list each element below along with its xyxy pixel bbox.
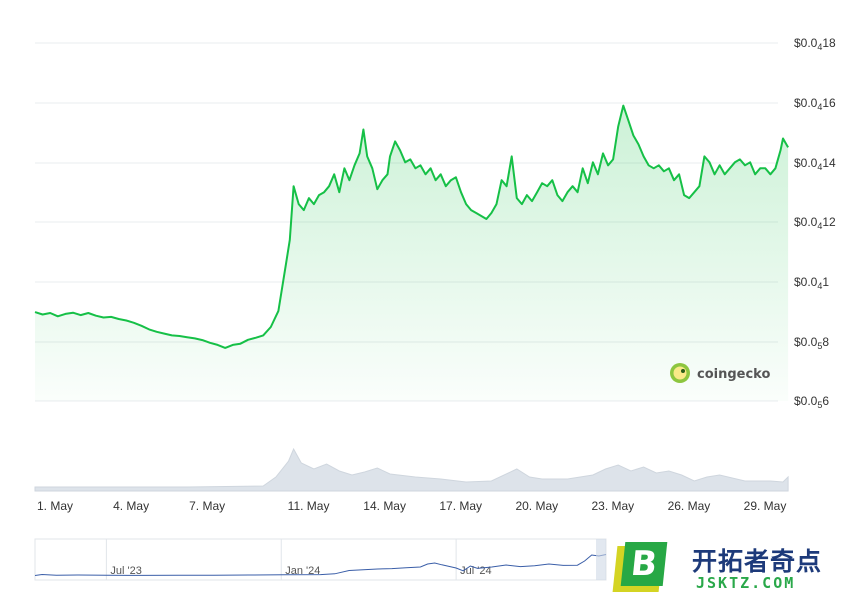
navigator-tick-label: Jan '24 bbox=[285, 565, 320, 577]
gecko-logo-icon-eye bbox=[681, 369, 685, 373]
x-tick-label: 29. May bbox=[744, 499, 787, 513]
site-logo-letter: B bbox=[620, 542, 668, 586]
x-tick-label: 11. May bbox=[288, 499, 330, 513]
x-tick-label: 1. May bbox=[37, 499, 73, 513]
site-url: JSKTZ.COM bbox=[696, 574, 796, 592]
y-tick-label: $0.041 bbox=[794, 275, 829, 291]
price-line bbox=[34, 104, 789, 349]
y-tick-suffix: 18 bbox=[822, 36, 836, 50]
y-tick-label: $0.058 bbox=[794, 335, 829, 351]
y-axis-labels: $0.0418$0.0416$0.0414$0.0412$0.041$0.058… bbox=[794, 36, 836, 410]
y-tick-prefix: $0.0 bbox=[794, 156, 818, 170]
x-tick-label: 14. May bbox=[363, 499, 406, 513]
gecko-logo-icon-inner bbox=[673, 366, 687, 380]
navigator-series bbox=[34, 554, 607, 576]
y-tick-prefix: $0.0 bbox=[794, 215, 818, 229]
x-tick-label: 26. May bbox=[668, 499, 711, 513]
coingecko-brand-text: coingecko bbox=[697, 367, 770, 382]
site-title: 开拓者奇点 bbox=[692, 547, 823, 576]
y-tick-suffix: 12 bbox=[822, 215, 836, 229]
volume-area bbox=[34, 447, 789, 492]
volume-series bbox=[34, 447, 789, 492]
x-tick-label: 4. May bbox=[113, 499, 149, 513]
navigator-selection-handle[interactable] bbox=[596, 539, 606, 580]
y-tick-suffix: 1 bbox=[822, 275, 829, 289]
navigator-frame bbox=[34, 538, 607, 581]
coingecko-watermark: coingecko bbox=[670, 363, 770, 383]
y-tick-prefix: $0.0 bbox=[794, 394, 818, 408]
y-tick-sub: 4 bbox=[817, 281, 822, 291]
y-tick-label: $0.0414 bbox=[794, 156, 836, 172]
y-tick-sub: 4 bbox=[817, 162, 822, 172]
y-tick-prefix: $0.0 bbox=[794, 275, 818, 289]
site-logo-icon: B bbox=[612, 542, 668, 594]
y-tick-suffix: 8 bbox=[822, 335, 829, 349]
x-tick-label: 7. May bbox=[189, 499, 225, 513]
y-tick-sub: 5 bbox=[817, 400, 822, 410]
site-watermark: B 开拓者奇点 JSKTZ.COM bbox=[612, 540, 852, 596]
range-navigator[interactable]: Jul '23 Jan '24 Jul '24 bbox=[34, 538, 607, 581]
navigator-tick-label: Jul '24 bbox=[460, 565, 491, 577]
price-area-fill bbox=[35, 105, 789, 401]
y-tick-suffix: 16 bbox=[822, 96, 836, 110]
y-tick-prefix: $0.0 bbox=[794, 335, 818, 349]
y-tick-sub: 4 bbox=[817, 102, 822, 112]
navigator-tick-label: Jul '23 bbox=[110, 565, 141, 577]
x-tick-label: 23. May bbox=[592, 499, 635, 513]
y-tick-suffix: 6 bbox=[822, 394, 829, 408]
y-tick-label: $0.0418 bbox=[794, 36, 836, 52]
price-area bbox=[34, 104, 789, 401]
y-tick-label: $0.0412 bbox=[794, 215, 836, 231]
y-tick-suffix: 14 bbox=[822, 156, 836, 170]
y-tick-sub: 4 bbox=[817, 42, 822, 52]
x-axis-labels: 1. May 4. May 7. May 11. May 14. May 17. May 2… bbox=[37, 499, 786, 513]
y-tick-prefix: $0.0 bbox=[794, 96, 818, 110]
y-tick-label: $0.0416 bbox=[794, 96, 836, 112]
y-tick-label: $0.056 bbox=[794, 394, 829, 410]
y-tick-sub: 5 bbox=[817, 341, 822, 351]
x-tick-label: 17. May bbox=[439, 499, 482, 513]
y-tick-prefix: $0.0 bbox=[794, 36, 818, 50]
y-tick-sub: 4 bbox=[817, 221, 822, 231]
x-tick-label: 20. May bbox=[515, 499, 558, 513]
